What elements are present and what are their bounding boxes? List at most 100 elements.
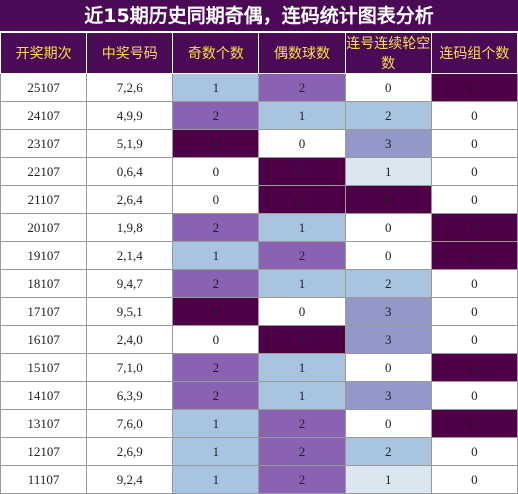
cell-even-count: 3 xyxy=(258,185,346,214)
cell-numbers: 2,4,0 xyxy=(86,325,174,354)
cell-numbers: 5,1,9 xyxy=(86,129,174,158)
cell-even-count: 1 xyxy=(258,269,346,298)
cell-consecutive-gap: 3 xyxy=(344,381,432,410)
cell-numbers: 7,1,0 xyxy=(86,353,174,382)
table-row: 11107 9,2,4 1 2 1 0 xyxy=(0,465,518,494)
cell-period: 11107 xyxy=(0,465,88,494)
cell-consecutive-gap: 3 xyxy=(344,297,432,326)
table-row: 23107 5,1,9 3 0 3 0 xyxy=(0,129,518,158)
cell-consecutive-groups: 1 xyxy=(430,213,518,242)
cell-consecutive-groups: 0 xyxy=(430,381,518,410)
cell-period: 25107 xyxy=(0,73,88,102)
cell-even-count: 2 xyxy=(258,465,346,494)
cell-even-count: 1 xyxy=(258,101,346,130)
cell-period: 21107 xyxy=(0,185,88,214)
col-header-consecutive-groups: 连码组个数 xyxy=(430,32,518,74)
cell-period: 22107 xyxy=(0,157,88,186)
cell-even-count: 2 xyxy=(258,409,346,438)
cell-odd-count: 2 xyxy=(172,353,260,382)
cell-consecutive-gap: 3 xyxy=(344,129,432,158)
table-header: 开奖期次 中奖号码 奇数个数 偶数球数 连号连续轮空数 连码组个数 xyxy=(0,32,518,74)
cell-period: 20107 xyxy=(0,213,88,242)
cell-consecutive-groups: 1 xyxy=(430,73,518,102)
cell-period: 13107 xyxy=(0,409,88,438)
cell-consecutive-gap: 0 xyxy=(344,409,432,438)
cell-numbers: 6,3,9 xyxy=(86,381,174,410)
table-row: 17107 9,5,1 3 0 3 0 xyxy=(0,297,518,326)
cell-consecutive-gap: 1 xyxy=(344,465,432,494)
cell-period: 24107 xyxy=(0,101,88,130)
col-header-numbers: 中奖号码 xyxy=(86,32,174,74)
cell-consecutive-gap: 2 xyxy=(344,437,432,466)
table-row: 14107 6,3,9 2 1 3 0 xyxy=(0,381,518,410)
cell-period: 17107 xyxy=(0,297,88,326)
cell-consecutive-gap: 1 xyxy=(344,157,432,186)
table-row: 12107 2,6,9 1 2 2 0 xyxy=(0,437,518,466)
cell-consecutive-gap: 0 xyxy=(344,241,432,270)
stats-table: 开奖期次 中奖号码 奇数个数 偶数球数 连号连续轮空数 连码组个数 25107 7… xyxy=(0,32,518,494)
cell-consecutive-gap: 0 xyxy=(344,353,432,382)
cell-period: 14107 xyxy=(0,381,88,410)
cell-numbers: 7,2,6 xyxy=(86,73,174,102)
table-row: 18107 9,4,7 2 1 2 0 xyxy=(0,269,518,298)
cell-period: 15107 xyxy=(0,353,88,382)
cell-consecutive-gap: 2 xyxy=(344,101,432,130)
col-header-odd-count: 奇数个数 xyxy=(172,32,260,74)
cell-consecutive-gap: 6 xyxy=(344,185,432,214)
table-row: 22107 0,6,4 0 3 1 0 xyxy=(0,157,518,186)
cell-consecutive-groups: 0 xyxy=(430,437,518,466)
cell-odd-count: 1 xyxy=(172,73,260,102)
cell-consecutive-groups: 1 xyxy=(430,409,518,438)
table-body: 25107 7,2,6 1 2 0 1 24107 4,9,9 2 1 2 0 23107 5,1,9 3 0… xyxy=(0,73,518,494)
table-row: 13107 7,6,0 1 2 0 1 xyxy=(0,409,518,438)
table-row: 19107 2,1,4 1 2 0 1 xyxy=(0,241,518,270)
cell-odd-count: 1 xyxy=(172,437,260,466)
cell-numbers: 9,5,1 xyxy=(86,297,174,326)
cell-odd-count: 0 xyxy=(172,185,260,214)
cell-odd-count: 2 xyxy=(172,381,260,410)
cell-numbers: 2,6,9 xyxy=(86,437,174,466)
cell-consecutive-groups: 0 xyxy=(430,185,518,214)
cell-period: 18107 xyxy=(0,269,88,298)
col-header-period: 开奖期次 xyxy=(0,32,88,74)
table-row: 24107 4,9,9 2 1 2 0 xyxy=(0,101,518,130)
cell-period: 23107 xyxy=(0,129,88,158)
cell-period: 16107 xyxy=(0,325,88,354)
cell-numbers: 9,2,4 xyxy=(86,465,174,494)
cell-odd-count: 2 xyxy=(172,101,260,130)
cell-consecutive-groups: 0 xyxy=(430,129,518,158)
cell-consecutive-groups: 1 xyxy=(430,241,518,270)
cell-odd-count: 1 xyxy=(172,409,260,438)
table-row: 25107 7,2,6 1 2 0 1 xyxy=(0,73,518,102)
col-header-even-count: 偶数球数 xyxy=(258,32,346,74)
cell-numbers: 2,1,4 xyxy=(86,241,174,270)
cell-consecutive-groups: 0 xyxy=(430,101,518,130)
page-title: 近15期历史同期奇偶，连码统计图表分析 xyxy=(0,0,518,32)
cell-period: 12107 xyxy=(0,437,88,466)
cell-odd-count: 0 xyxy=(172,157,260,186)
cell-consecutive-groups: 0 xyxy=(430,269,518,298)
cell-consecutive-groups: 0 xyxy=(430,297,518,326)
cell-numbers: 1,9,8 xyxy=(86,213,174,242)
cell-consecutive-groups: 1 xyxy=(430,353,518,382)
cell-even-count: 2 xyxy=(258,437,346,466)
cell-odd-count: 3 xyxy=(172,297,260,326)
table-row: 21107 2,6,4 0 3 6 0 xyxy=(0,185,518,214)
cell-consecutive-groups: 0 xyxy=(430,325,518,354)
table-row: 16107 2,4,0 0 3 3 0 xyxy=(0,325,518,354)
cell-consecutive-groups: 0 xyxy=(430,157,518,186)
cell-even-count: 2 xyxy=(258,241,346,270)
header-row: 开奖期次 中奖号码 奇数个数 偶数球数 连号连续轮空数 连码组个数 xyxy=(0,32,518,74)
cell-odd-count: 1 xyxy=(172,241,260,270)
cell-consecutive-gap: 2 xyxy=(344,269,432,298)
col-header-consecutive-gap: 连号连续轮空数 xyxy=(344,32,432,74)
cell-consecutive-gap: 0 xyxy=(344,73,432,102)
cell-consecutive-groups: 0 xyxy=(430,465,518,494)
cell-numbers: 2,6,4 xyxy=(86,185,174,214)
cell-even-count: 2 xyxy=(258,73,346,102)
cell-even-count: 0 xyxy=(258,297,346,326)
cell-consecutive-gap: 3 xyxy=(344,325,432,354)
cell-consecutive-gap: 0 xyxy=(344,213,432,242)
cell-odd-count: 2 xyxy=(172,269,260,298)
